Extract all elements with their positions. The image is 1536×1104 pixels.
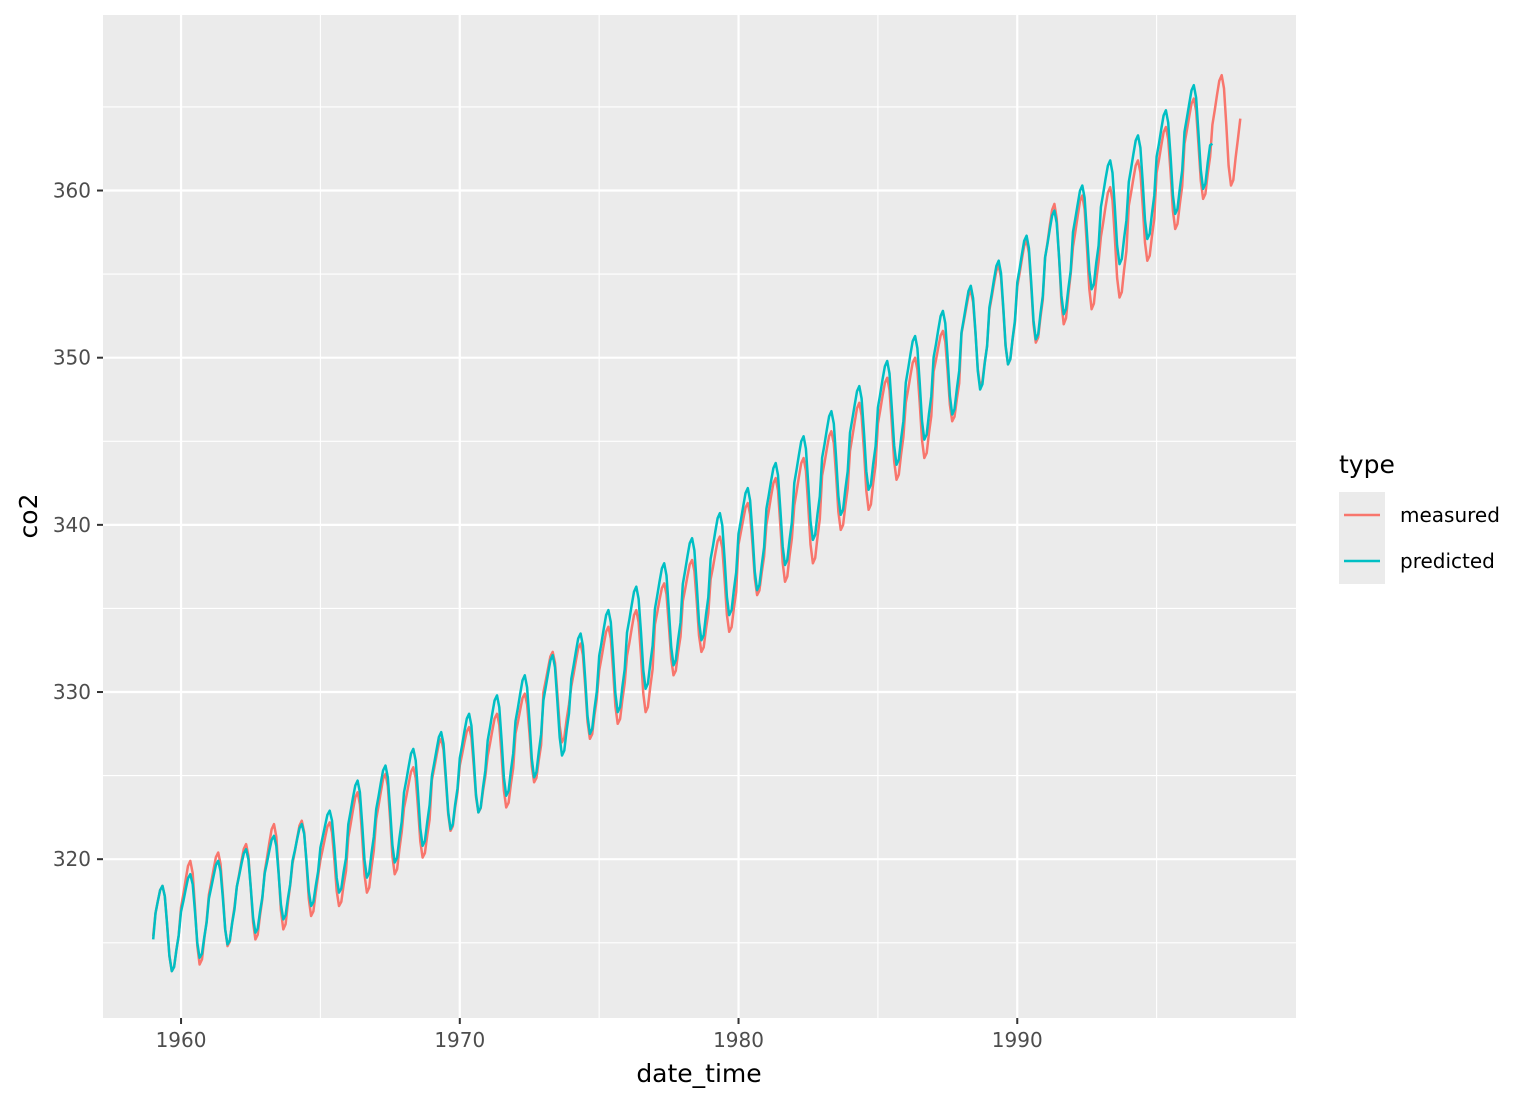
major-gridlines bbox=[103, 15, 1296, 1018]
series-layer bbox=[151, 73, 1242, 973]
legend-title: type bbox=[1339, 450, 1395, 479]
legend-key-background bbox=[1339, 492, 1385, 584]
y-tick-label: 340 bbox=[53, 513, 91, 537]
x-tick-label: 1970 bbox=[434, 1028, 485, 1052]
plot-panel bbox=[103, 15, 1296, 1018]
legend-label-predicted: predicted bbox=[1400, 549, 1495, 573]
x-axis-title: date_time bbox=[636, 1059, 761, 1088]
x-tick-label: 1990 bbox=[992, 1028, 1043, 1052]
x-tick-label: 1960 bbox=[156, 1028, 207, 1052]
x-tick-label: 1980 bbox=[713, 1028, 764, 1052]
y-tick-label: 360 bbox=[53, 179, 91, 203]
legend-label-measured: measured bbox=[1400, 503, 1500, 527]
y-axis-ticks: 320 330 340 350 360 bbox=[53, 179, 103, 871]
y-tick-label: 350 bbox=[53, 346, 91, 370]
legend: type measured predicted bbox=[1339, 450, 1500, 584]
series-line-predicted bbox=[151, 83, 1214, 973]
y-tick-label: 330 bbox=[53, 680, 91, 704]
y-axis-title: co2 bbox=[14, 494, 43, 539]
y-tick-label: 320 bbox=[53, 847, 91, 871]
x-axis-ticks: 1960 1970 1980 1990 bbox=[156, 1018, 1043, 1052]
